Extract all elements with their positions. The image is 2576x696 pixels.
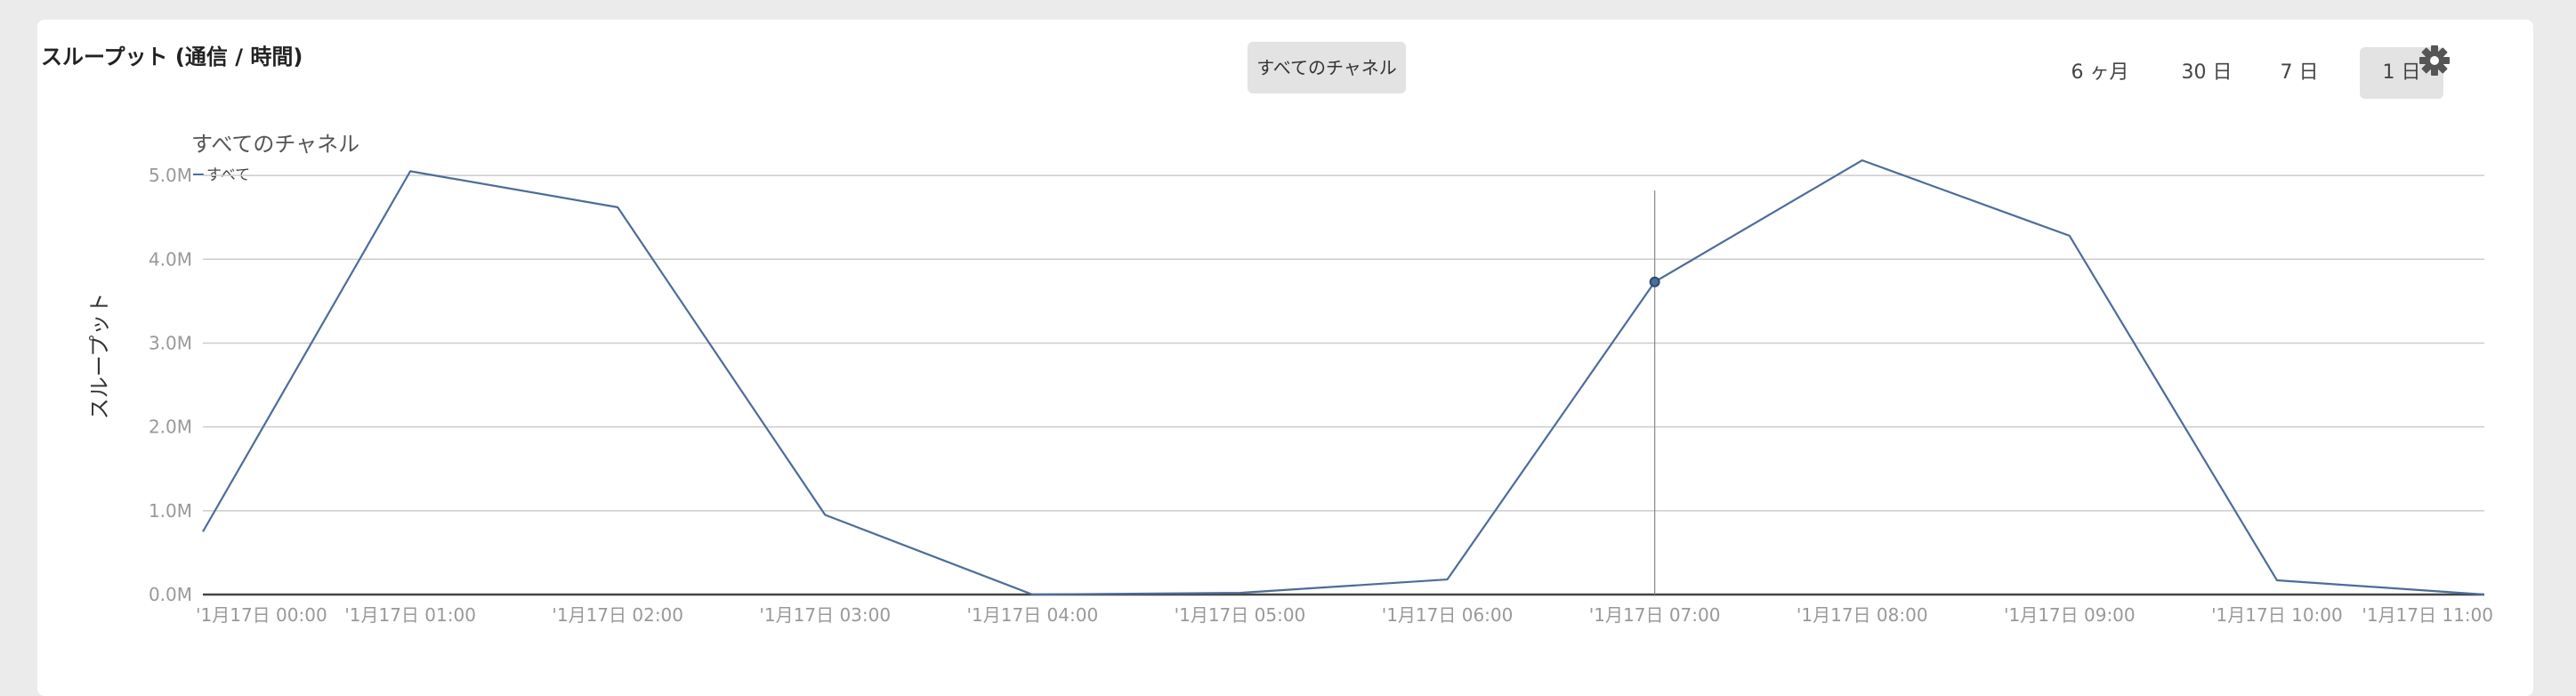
y-tick-label: 2.0M xyxy=(149,417,192,438)
series-line[interactable] xyxy=(203,160,2484,595)
y-tick-label: 1.0M xyxy=(149,500,192,522)
x-tick-label: '1月17日 02:00 xyxy=(552,604,683,626)
y-tick-label: 3.0M xyxy=(149,332,192,353)
x-tick-label: '1月17日 08:00 xyxy=(1797,604,1928,626)
x-tick-label: '1月17日 04:00 xyxy=(967,604,1099,626)
x-tick-label: '1月17日 06:00 xyxy=(1382,604,1514,626)
y-axis-label: スループット xyxy=(87,293,112,420)
y-tick-label: 5.0M xyxy=(149,165,192,186)
chart-grid xyxy=(203,175,2484,595)
x-tick-label: '1月17日 05:00 xyxy=(1175,604,1306,626)
y-tick-label: 4.0M xyxy=(149,248,192,270)
y-tick-label: 0.0M xyxy=(149,584,192,605)
x-tick-label: '1月17日 11:00 xyxy=(2362,604,2493,626)
x-tick-label: '1月17日 01:00 xyxy=(344,604,476,626)
series-lines xyxy=(203,160,2484,595)
x-axis-ticks: '1月17日 00:00 '1月17日 01:00 '1月17日 02:00 '1月1… xyxy=(196,604,2493,626)
x-tick-label: '1月17日 07:00 xyxy=(1589,604,1721,626)
hover-markers xyxy=(1651,278,1659,287)
y-axis-ticks: 0.0M 1.0M 2.0M 3.0M 4.0M 5.0M xyxy=(149,165,192,605)
x-tick-label: '1月17日 03:00 xyxy=(759,604,891,626)
hover-point[interactable] xyxy=(1651,278,1659,287)
x-tick-label: '1月17日 09:00 xyxy=(2004,604,2136,626)
chart-subtitle: すべてのチャネル xyxy=(191,132,359,157)
x-tick-label: '1月17日 10:00 xyxy=(2211,604,2343,626)
x-tick-label: '1月17日 00:00 xyxy=(196,604,327,626)
